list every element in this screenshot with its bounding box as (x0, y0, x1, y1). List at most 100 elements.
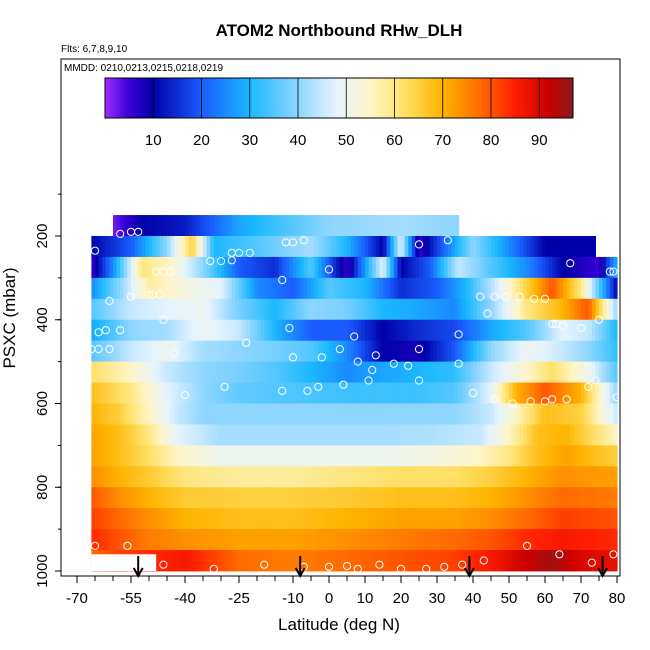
heat-cell (152, 277, 157, 300)
heat-cell (242, 256, 247, 279)
colorbar-cell (351, 78, 354, 118)
sample-point (605, 267, 614, 276)
heat-cell (465, 382, 470, 404)
heat-cell (257, 529, 262, 551)
heat-cell (275, 466, 280, 488)
sample-point (159, 315, 168, 324)
colorbar-cell (548, 78, 552, 118)
colorbar-cell (249, 78, 253, 118)
colorbar-cell (411, 78, 415, 118)
heat-cell (458, 529, 463, 551)
heat-cell (404, 445, 409, 467)
heat-cell (203, 529, 208, 551)
heat-cell (123, 256, 128, 279)
heat-cell (487, 256, 492, 279)
heat-cell (383, 382, 388, 404)
heat-cell (469, 361, 474, 383)
heat-cell (159, 319, 164, 342)
heat-cell (235, 236, 240, 258)
colorbar-cell (314, 78, 318, 118)
heat-cell (570, 277, 575, 300)
heat-cell (138, 403, 143, 425)
heat-cell (314, 236, 319, 258)
heat-cell (311, 424, 316, 446)
heat-cell (170, 487, 175, 509)
heat-cell (116, 298, 121, 321)
heat-cell (494, 340, 499, 363)
heat-cell (383, 298, 388, 321)
colorbar-cell (201, 78, 205, 118)
heat-cell (332, 236, 337, 258)
colorbar-cell (454, 78, 458, 118)
heat-cell (573, 487, 578, 509)
heat-cell (426, 445, 431, 467)
heat-cell (95, 529, 100, 551)
colorbar-cell (392, 78, 395, 118)
heat-cell (235, 466, 240, 488)
heat-cell (588, 361, 593, 383)
heat-cell (516, 445, 521, 467)
heat-cell (282, 277, 287, 300)
colorbar-cell (389, 78, 393, 118)
heat-cell (264, 236, 269, 258)
heat-cell (401, 298, 406, 321)
heat-cell (145, 424, 150, 446)
heat-cell (141, 319, 146, 342)
heat-cell (278, 403, 283, 425)
heat-cell (329, 487, 334, 509)
heat-cell (516, 298, 521, 321)
flights-label: Flts: 6,7,8,9,10 (61, 44, 128, 55)
heat-cell (239, 277, 244, 300)
heat-cell (559, 487, 564, 509)
heat-cell (501, 256, 506, 279)
heat-cell (145, 508, 150, 530)
heat-cell (134, 256, 139, 279)
heat-cell (577, 424, 582, 446)
heat-cell (429, 361, 434, 383)
colorbar-cell (353, 78, 357, 118)
heat-cell (267, 529, 272, 551)
heat-cell (545, 424, 550, 446)
heat-cell (275, 298, 280, 321)
heat-cell (581, 236, 586, 258)
heat-cell (494, 277, 499, 300)
heat-cell (523, 256, 528, 279)
heat-cell (476, 340, 481, 363)
heat-cell (228, 382, 233, 404)
heat-cell (480, 277, 485, 300)
heat-cell (267, 403, 272, 425)
heat-cell (437, 508, 442, 530)
heat-cell (602, 550, 607, 572)
heat-cell (512, 361, 517, 383)
heat-cell (491, 298, 496, 321)
heat-cell (462, 236, 467, 258)
sample-point (105, 296, 114, 305)
heat-cell (509, 319, 514, 342)
heat-cell (390, 403, 395, 425)
heat-cell (552, 319, 557, 342)
heat-cell (512, 403, 517, 425)
heat-cell (188, 382, 193, 404)
heat-cell (131, 277, 136, 300)
heat-cell (422, 361, 427, 383)
heat-cell (483, 382, 488, 404)
heat-cell (365, 340, 370, 363)
heat-cell (296, 508, 301, 530)
heat-cell (541, 487, 546, 509)
colorbar-cell (399, 78, 403, 118)
heat-cell (192, 508, 197, 530)
heat-cell (271, 424, 276, 446)
heat-cell (228, 424, 233, 446)
heat-cell (221, 487, 226, 509)
colorbar-cell (500, 78, 504, 118)
colorbar-cell (206, 78, 210, 118)
colorbar-cell (474, 78, 477, 118)
heat-cell (487, 487, 492, 509)
heat-cell (231, 445, 236, 467)
heat-cell (559, 382, 564, 404)
heat-cell (185, 529, 190, 551)
heat-cell (613, 382, 618, 404)
heat-cell (275, 256, 280, 279)
heat-cell (131, 340, 136, 363)
